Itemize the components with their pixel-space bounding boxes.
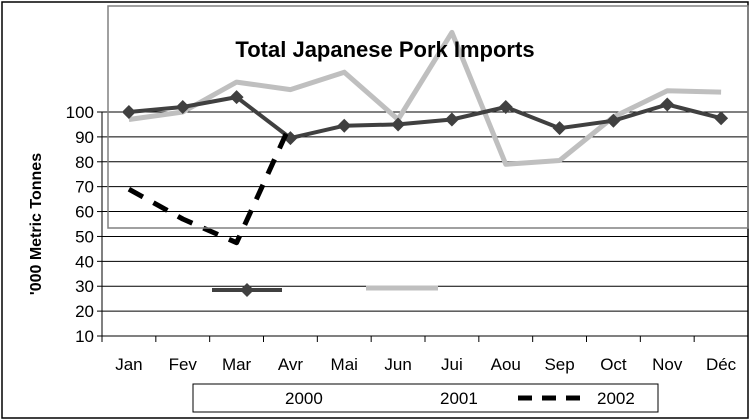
data-point-2000: [552, 121, 567, 136]
y-tick-label: 40: [75, 252, 94, 271]
legend-label-2002: 2002: [597, 389, 635, 408]
x-tick-label: Jan: [115, 355, 142, 374]
x-tick-label: Mar: [222, 355, 252, 374]
y-tick-label: 10: [75, 327, 94, 346]
y-tick-label: 80: [75, 153, 94, 172]
x-tick-label: Avr: [278, 355, 304, 374]
y-axis-ticks: 10 20 30 40 50 60 70 80 90 100: [66, 103, 102, 346]
y-tick-label: 30: [75, 277, 94, 296]
y-tick-label: 20: [75, 302, 94, 321]
y-tick-label: 100: [66, 103, 94, 122]
chart-title: Total Japanese Pork Imports: [235, 37, 534, 62]
series-line-2000: [128, 95, 722, 141]
data-point-2000: [175, 100, 190, 115]
series-line-2002: [127, 123, 293, 246]
data-point-2000: [714, 111, 729, 126]
x-tick-label: Fev: [169, 355, 198, 374]
y-tick-label: 50: [75, 227, 94, 246]
x-tick-label: Sep: [544, 355, 574, 374]
legend: 2000 2001 2002: [192, 383, 659, 413]
plot-area-border: [107, 5, 749, 229]
x-axis-ticks: Jan Fev Mar Avr Mai Jun Jui Aou Sep Oct Nov Déc: [101, 336, 749, 374]
legend-box: [192, 383, 659, 413]
data-point-2000: [498, 100, 513, 115]
x-tick-label: Mai: [331, 355, 358, 374]
data-point-2000: [660, 97, 675, 112]
x-tick-label: Nov: [652, 355, 683, 374]
legend-label-2000: 2000: [285, 389, 323, 408]
x-tick-label: Oct: [600, 355, 627, 374]
y-tick-label: 60: [75, 203, 94, 222]
data-point-2000: [229, 90, 244, 105]
x-tick-label: Déc: [706, 355, 737, 374]
data-point-2000: [606, 113, 621, 128]
data-point-2000: [337, 118, 352, 133]
x-tick-label: Jun: [384, 355, 411, 374]
data-point-2000: [444, 112, 459, 127]
series-lines: [121, 29, 729, 246]
data-point-2000: [121, 105, 136, 119]
y-axis-label: '000 Metric Tonnes: [28, 153, 45, 295]
gridlines: [102, 111, 748, 312]
x-tick-label: Aou: [491, 355, 521, 374]
x-tick-label: Jui: [441, 355, 463, 374]
legend-marker-2000: [240, 283, 254, 297]
y-tick-label: 90: [75, 128, 94, 147]
data-point-2000: [391, 117, 406, 132]
series-line-2001: [128, 29, 722, 167]
y-tick-label: 70: [75, 178, 94, 197]
legend-label-2001: 2001: [440, 389, 478, 408]
